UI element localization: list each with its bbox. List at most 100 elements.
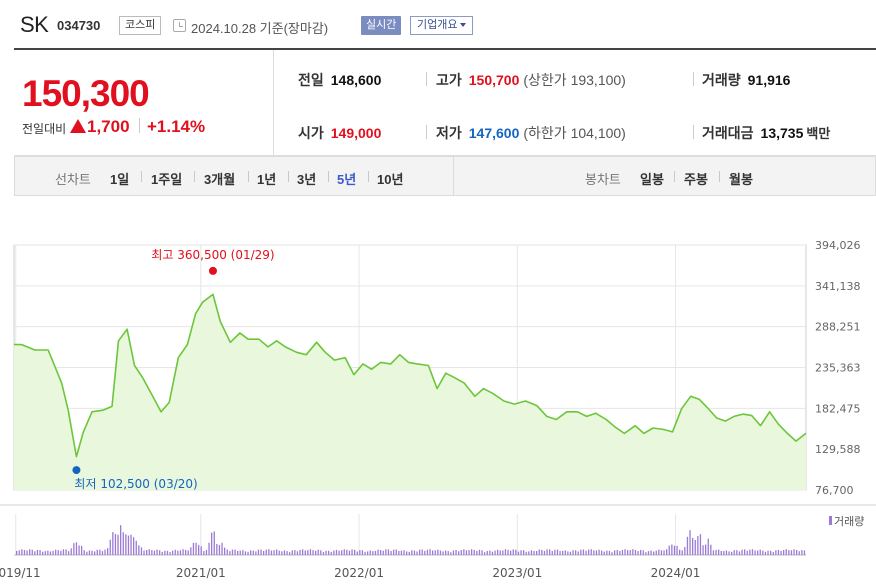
- volume-bar: [585, 550, 587, 555]
- volume-bar: [47, 550, 49, 555]
- tab-divider: [719, 171, 720, 182]
- max-label: 최고 360,500 (01/29): [151, 248, 274, 262]
- volume-bar: [182, 549, 184, 555]
- volume-bar: [148, 549, 150, 555]
- volume-bar: [738, 551, 741, 555]
- volume-bar: [242, 550, 244, 555]
- low-value: 147,600: [468, 125, 520, 141]
- volume-bar: [780, 550, 782, 555]
- tab-daily[interactable]: 일봉: [640, 172, 664, 187]
- volume-bar: [595, 550, 598, 555]
- volume-bar: [429, 549, 431, 555]
- volume-bar: [655, 550, 657, 555]
- volume-bar: [247, 551, 249, 555]
- volume-bar: [192, 542, 195, 555]
- tab-weekly[interactable]: 주봉: [684, 172, 708, 187]
- stat-divider: [693, 125, 694, 139]
- volume-bar: [504, 549, 507, 555]
- volume-bar: [39, 550, 41, 555]
- volume-bar: [200, 546, 202, 555]
- tab-5y[interactable]: 5년: [337, 172, 357, 187]
- chevron-down-icon: [460, 23, 467, 28]
- volume-bar: [75, 542, 78, 555]
- volume-bar: [239, 550, 241, 555]
- volume-bar: [276, 549, 278, 555]
- volume-bar: [55, 549, 57, 555]
- volume-bar: [125, 534, 127, 555]
- company-name: SK: [20, 12, 49, 37]
- tab-3y[interactable]: 3년: [297, 172, 317, 187]
- volume-bar: [476, 550, 478, 555]
- volume-bar: [528, 551, 530, 555]
- price-summary: 150,300 전일대비 1,700 +1.14% 전일 148,600 고가 15…: [14, 48, 876, 156]
- volume-bar: [684, 547, 686, 555]
- volume-bar: [772, 552, 774, 555]
- volume-bar: [112, 532, 114, 555]
- volume-bar: [549, 549, 551, 555]
- volume-bar: [117, 534, 119, 555]
- current-price: 150,300: [22, 73, 150, 114]
- volume-bar: [525, 551, 527, 555]
- x-tick-label: 2021/01: [176, 566, 226, 580]
- volume-bar: [255, 551, 257, 555]
- volume-bar: [660, 550, 663, 555]
- volume-bar: [312, 550, 314, 555]
- volume-bar: [234, 549, 236, 555]
- tab-10y[interactable]: 10년: [377, 172, 404, 187]
- line-chart-label: 선차트: [55, 172, 91, 187]
- volume-bar: [23, 550, 26, 555]
- tab-1w[interactable]: 1주일: [151, 172, 183, 187]
- amount-stat: 거래대금 13,735 백만: [702, 123, 830, 143]
- volume-bar: [65, 549, 67, 555]
- tab-divider: [674, 171, 675, 182]
- volume-bar: [757, 550, 759, 555]
- volume-bar: [523, 550, 525, 555]
- tab-1d[interactable]: 1일: [110, 172, 130, 187]
- volume-bar: [268, 549, 270, 555]
- volume-bar: [153, 550, 156, 555]
- volume-bar: [416, 551, 418, 555]
- volume-bar: [551, 551, 553, 555]
- volume-bar: [265, 549, 267, 555]
- volume-bar: [341, 550, 343, 555]
- volume-bar: [273, 550, 275, 555]
- tab-monthly[interactable]: 월봉: [729, 172, 753, 187]
- volume-bar: [338, 550, 340, 555]
- volume-bar: [291, 550, 293, 555]
- volume-bar: [403, 550, 405, 555]
- volume-bar: [343, 549, 345, 555]
- volume-bar: [133, 537, 135, 555]
- volume-bar: [421, 549, 423, 555]
- volume-bar: [785, 549, 787, 555]
- volume-bar: [304, 550, 306, 555]
- volume-bar: [562, 550, 564, 555]
- max-marker: [208, 266, 217, 275]
- volume-bar: [650, 550, 652, 555]
- volume-bar: [473, 550, 475, 555]
- volume-bar: [770, 550, 772, 555]
- volume-bar: [44, 551, 46, 555]
- volume-bar: [138, 545, 140, 555]
- volume-bar: [707, 538, 709, 555]
- volume-bar: [796, 550, 798, 555]
- volume-bar: [390, 551, 392, 555]
- volume-bar: [803, 550, 806, 555]
- change-label: 전일대비: [22, 122, 67, 136]
- volume-bar: [673, 545, 676, 555]
- volume-bar: [354, 549, 356, 555]
- volume-bar: [81, 545, 83, 555]
- volume-bar: [728, 551, 730, 555]
- x-tick-label: 2022/01: [334, 566, 384, 580]
- realtime-button[interactable]: 실시간: [361, 16, 402, 35]
- volume-bar: [367, 551, 369, 555]
- volume-bar: [94, 551, 96, 555]
- tab-3m[interactable]: 3개월: [204, 172, 236, 187]
- volume-bar: [577, 551, 579, 555]
- volume-bar: [377, 549, 379, 555]
- volume-bar: [250, 550, 252, 555]
- volume-bar: [520, 550, 522, 555]
- company-info-dropdown[interactable]: 기업개요: [410, 16, 474, 35]
- tab-1y[interactable]: 1년: [257, 172, 277, 187]
- volume-bar: [73, 543, 75, 555]
- volume-bar: [78, 545, 80, 555]
